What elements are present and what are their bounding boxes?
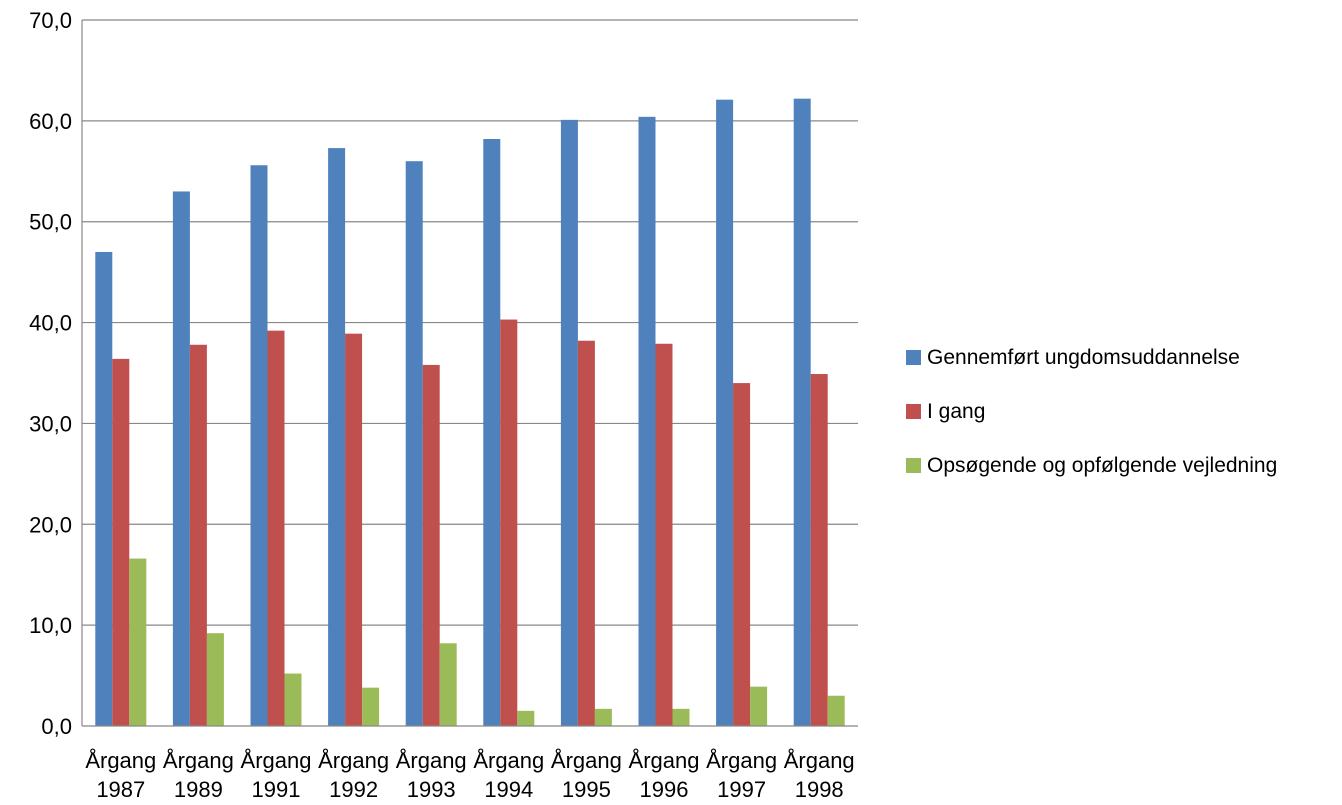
y-axis-tick-labels: 0,0 10,0 20,0 30,0 40,0 50,0 60,0 70,0 [29,8,72,739]
x-tick-label: 1991 [252,777,301,802]
bar [206,633,224,726]
x-tick-label: 1996 [640,777,689,802]
bar [112,358,130,726]
bar [95,251,113,726]
legend-label: Opsøgende og opfølgende vejledning [927,453,1278,477]
bar [733,383,751,726]
bar [129,558,147,726]
x-tick-label: Årgang [473,748,544,773]
bar [517,710,535,726]
axes [81,20,858,727]
x-tick-label: 1989 [174,777,223,802]
bar [638,116,656,726]
bar [267,330,285,726]
x-tick-label: 1993 [407,777,456,802]
bar [716,99,734,727]
legend: Gennemført ungdomsuddannelse I gang Opsø… [906,344,1277,506]
x-tick-label: 1987 [96,777,145,802]
bar [750,686,768,726]
legend-item: Gennemført ungdomsuddannelse [906,344,1277,371]
x-tick-label: Årgang [784,748,855,773]
bar [793,98,811,726]
legend-label: Gennemført ungdomsuddannelse [927,345,1240,369]
bars [95,98,845,727]
x-tick-label: 1995 [562,777,611,802]
legend-label: I gang [927,399,986,423]
bar [560,119,578,726]
bar [439,643,457,726]
x-tick-label: 1992 [329,777,378,802]
y-tick-label: 60,0 [29,109,72,134]
x-tick-label: Årgang [85,748,156,773]
bar [810,374,828,726]
bar [328,148,346,727]
y-tick-label: 40,0 [29,311,72,336]
bar [250,165,268,727]
legend-item: I gang [906,398,1277,425]
gridlines [82,19,858,626]
y-tick-label: 20,0 [29,512,72,537]
y-tick-label: 10,0 [29,613,72,638]
legend-swatch [906,350,921,365]
legend-item: Opsøgende og opfølgende vejledning [906,452,1277,479]
bar [405,161,423,726]
x-tick-label: 1997 [717,777,766,802]
bar [345,333,363,726]
bar [189,344,207,726]
bar [284,673,302,726]
x-tick-label: 1998 [795,777,844,802]
legend-swatch [906,404,921,419]
x-tick-label: Årgang [318,748,389,773]
bar [422,364,440,726]
bar [500,319,518,726]
x-tick-label: Årgang [629,748,700,773]
bar [655,343,673,726]
bar [172,191,190,726]
bar [594,708,612,726]
bar [672,708,690,726]
x-tick-label: Årgang [163,748,234,773]
legend-swatch [906,458,921,473]
x-axis-category-labels: Årgang 1987 Årgang 1989 Årgang 1991 Årgang 1992… [85,748,854,802]
x-tick-label: 1994 [484,777,533,802]
x-tick-label: Årgang [551,748,622,773]
bar [483,139,501,727]
y-tick-label: 30,0 [29,411,72,436]
x-tick-label: Årgang [706,748,777,773]
y-tick-label: 50,0 [29,210,72,235]
bar [827,695,845,726]
x-tick-label: Årgang [241,748,312,773]
bar [362,687,380,726]
y-tick-label: 0,0 [41,714,72,739]
bar [577,340,595,726]
y-tick-label: 70,0 [29,8,72,33]
x-tick-label: Årgang [396,748,467,773]
